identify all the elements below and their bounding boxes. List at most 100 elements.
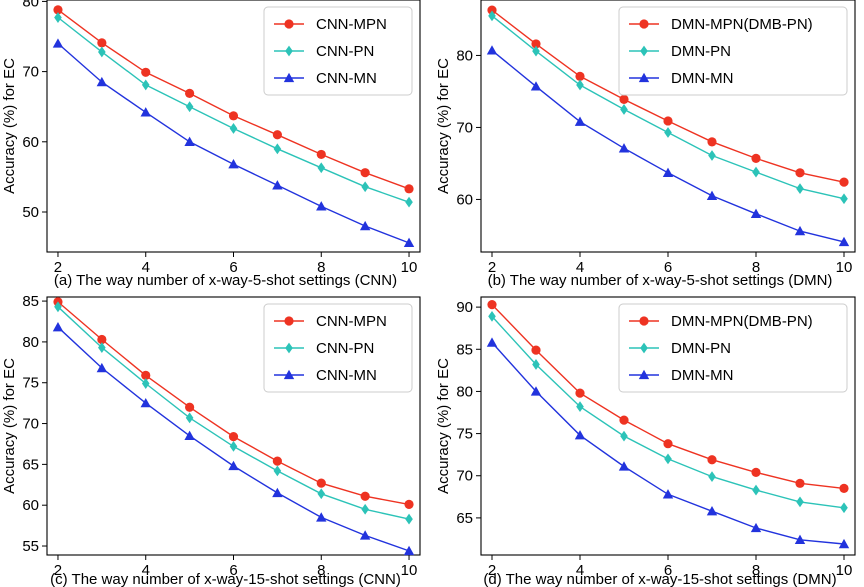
data-point — [185, 88, 195, 98]
legend-marker — [283, 72, 295, 83]
data-point — [618, 461, 630, 471]
x-tick-label: 10 — [401, 259, 418, 276]
x-tick-label: 6 — [229, 259, 237, 276]
y-tick-label: 90 — [456, 299, 473, 316]
x-tick-label: 8 — [317, 259, 325, 276]
x-tick-label: 8 — [317, 562, 325, 579]
data-point — [840, 193, 848, 205]
x-tick-label: 6 — [664, 562, 672, 579]
data-point — [405, 513, 413, 525]
data-point — [404, 184, 414, 194]
data-point — [53, 5, 63, 15]
data-point — [97, 334, 107, 345]
data-point — [574, 430, 586, 440]
data-point — [532, 45, 540, 57]
chart-panel-4: 2 4 6 8 10 65 70 75 80 85 90 Accuracy (%) for EC (d)… — [435, 296, 856, 587]
y-tick-label: 80 — [456, 47, 473, 64]
data-point — [706, 190, 718, 200]
x-tick-label: 4 — [142, 562, 150, 579]
data-point — [664, 453, 672, 465]
data-point — [794, 534, 806, 544]
legend-marker — [283, 369, 295, 380]
x-tick-label: 4 — [576, 562, 584, 579]
data-point — [272, 180, 283, 190]
legend-marker — [284, 316, 294, 326]
data-point — [229, 123, 238, 134]
data-point — [708, 471, 716, 482]
data-point — [316, 149, 326, 160]
data-point — [316, 478, 326, 488]
data-point — [98, 342, 106, 354]
x-tick-label: 6 — [229, 562, 237, 579]
data-point — [574, 116, 586, 126]
data-point — [794, 225, 806, 236]
data-point — [488, 10, 496, 22]
legend-marker — [284, 19, 294, 29]
data-point — [840, 502, 848, 514]
legend: DMN-MPN(DMB-PN) DMN-PN DMN-MN — [618, 6, 848, 96]
y-tick-label: 50 — [22, 204, 39, 221]
data-point — [530, 386, 542, 396]
y-tick-label: 55 — [22, 538, 39, 555]
y-tick-label: 70 — [456, 119, 473, 136]
data-point — [185, 402, 195, 412]
x-tick-label: 4 — [142, 259, 150, 276]
data-point — [405, 196, 413, 208]
legend-marker — [639, 316, 649, 326]
data-point — [663, 439, 673, 449]
data-point — [273, 143, 282, 155]
panel-caption: (a) The way number of x-way-5-shot setti… — [54, 272, 397, 289]
data-point — [96, 362, 108, 373]
legend-marker — [638, 369, 650, 380]
data-point — [707, 137, 717, 147]
data-point — [361, 503, 369, 515]
data-point — [184, 430, 195, 440]
legend-label: CNN-MPN — [316, 313, 387, 330]
data-point — [141, 79, 150, 91]
legend: DMN-MPN(DMB-PN) DMN-PN DMN-MN — [618, 303, 848, 393]
data-point — [530, 81, 542, 91]
legend-label: DMN-MPN(DMB-PN) — [671, 16, 813, 33]
data-point — [752, 166, 760, 178]
data-point — [272, 130, 282, 140]
legend-label: DMN-PN — [671, 340, 731, 357]
legend-label: DMN-PN — [671, 43, 731, 60]
legend-box — [618, 303, 848, 393]
data-point — [795, 478, 805, 488]
data-point — [316, 512, 327, 522]
data-point — [98, 46, 106, 58]
legend-label: DMN-MPN(DMB-PN) — [671, 313, 813, 330]
panel-caption: (b) The way number of x-way-5-shot setti… — [488, 272, 833, 289]
data-point — [141, 370, 151, 380]
data-point — [228, 460, 239, 471]
legend-marker — [285, 45, 293, 57]
data-point — [141, 378, 150, 389]
data-point — [228, 111, 239, 121]
data-point — [486, 45, 498, 55]
legend-label: CNN-MN — [316, 367, 377, 384]
y-tick-label: 70 — [22, 64, 39, 81]
data-point — [185, 101, 194, 113]
y-tick-label: 80 — [22, 0, 39, 10]
data-point — [404, 499, 414, 509]
data-point — [750, 522, 762, 533]
data-point — [54, 301, 62, 313]
legend-marker — [285, 342, 293, 354]
data-point — [706, 505, 718, 516]
data-point — [97, 38, 107, 48]
legend: CNN-MPN CNN-PN CNN-MN — [263, 303, 413, 393]
data-point — [228, 159, 239, 169]
y-tick-label: 85 — [22, 293, 39, 310]
panel-caption: (c) The way number of x-way-15-shot sett… — [50, 571, 401, 587]
legend-marker — [640, 45, 648, 57]
data-point — [663, 116, 673, 126]
data-point — [662, 167, 674, 177]
legend: CNN-MPN CNN-PN CNN-MN — [263, 6, 413, 96]
y-tick-label: 65 — [22, 456, 39, 473]
legend-box — [263, 303, 413, 393]
chart-panel-1: 2 4 6 8 10 50 60 70 80 Accuracy (%) for EC (a) The… — [1, 0, 421, 289]
x-tick-label: 8 — [752, 259, 760, 276]
data-point — [620, 430, 628, 442]
data-point — [272, 456, 282, 466]
